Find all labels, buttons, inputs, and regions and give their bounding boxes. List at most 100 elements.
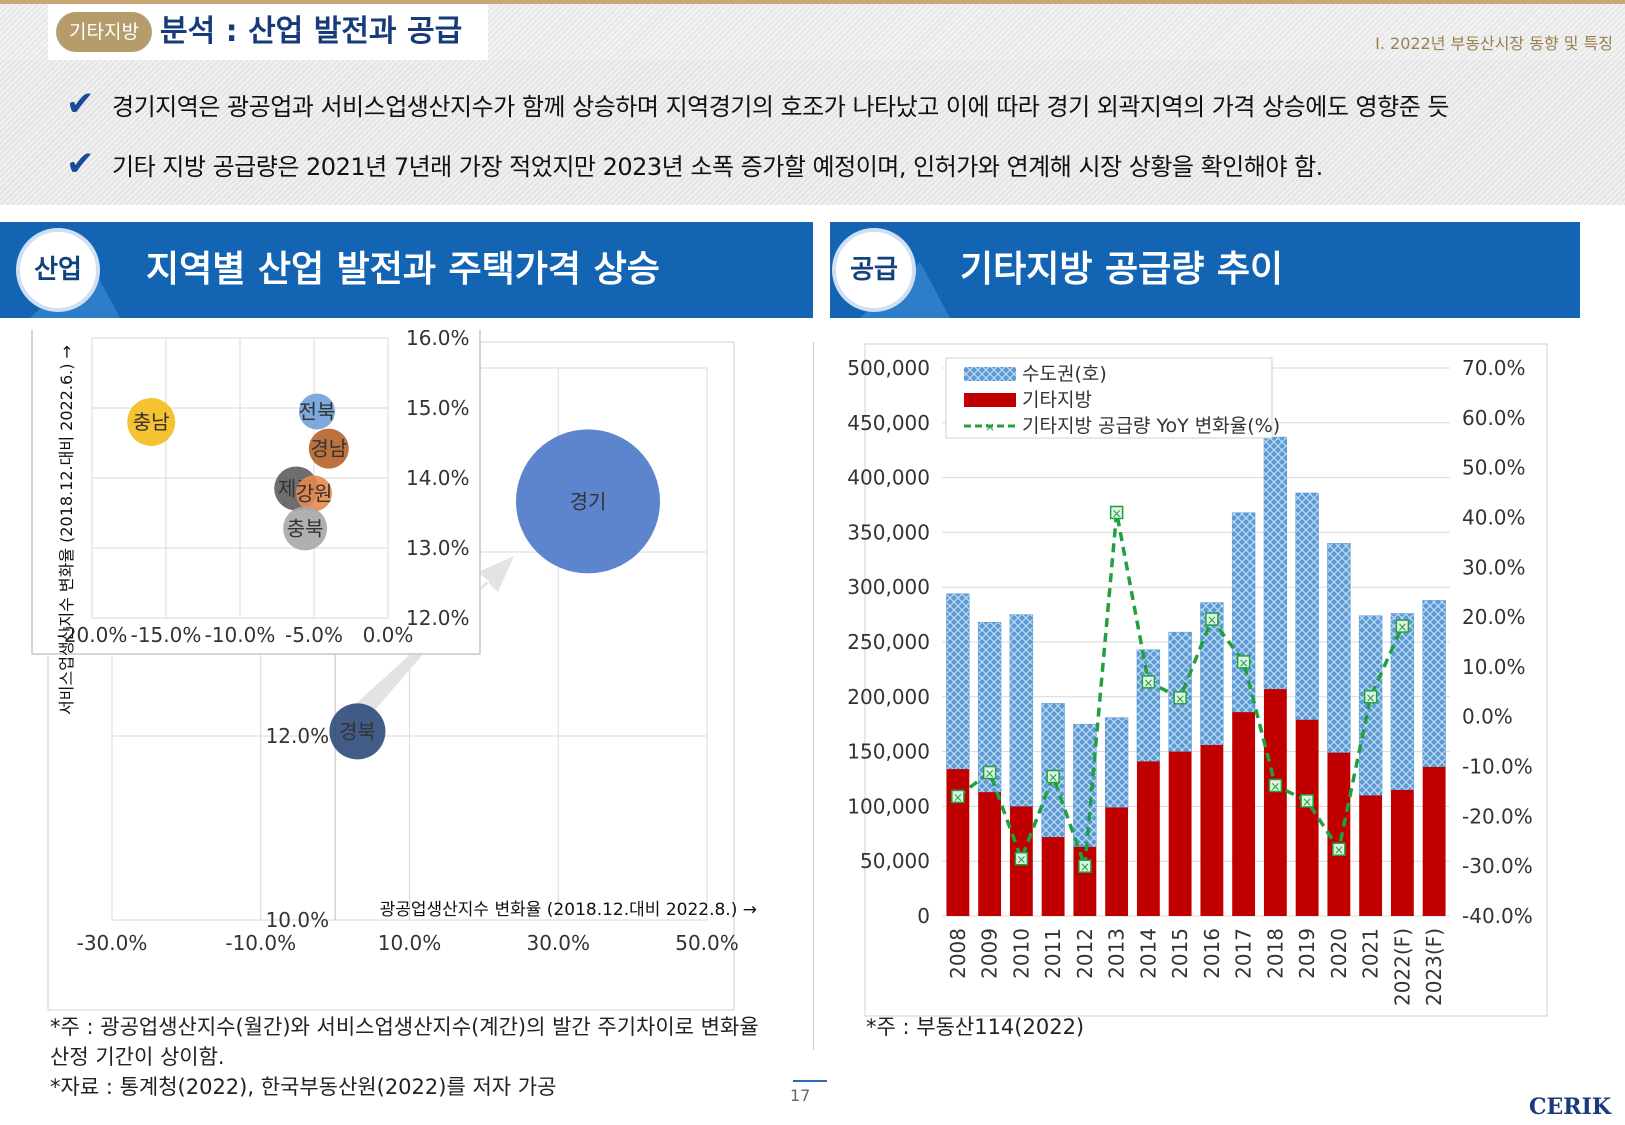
summary-bullets: ✔ 경기지역은 광공업과 서비스업생산지수가 함께 상승하며 지역경기의 호조가… [0, 60, 1625, 205]
x-tick-label: 2010 [1009, 928, 1033, 979]
y-left-tick-label: 0 [917, 904, 930, 928]
yoy-point [1141, 675, 1156, 689]
x-tick-label: -30.0% [77, 931, 148, 955]
x-tick-label: 2022(F) [1390, 928, 1414, 1006]
bubble-marker [516, 429, 660, 574]
inset-y-tick-label: 12.0% [406, 606, 470, 630]
y-left-tick-label: 500,000 [847, 356, 930, 380]
inset-bubble-label: 충북 [287, 516, 324, 540]
bullet-item: ✔ 경기지역은 광공업과 서비스업생산지수가 함께 상승하며 지역경기의 호조가… [66, 84, 1450, 124]
yoy-point-mark: × [1080, 860, 1090, 874]
inset-bubble-marker [283, 506, 328, 551]
legend: 수도권(호) 기타지방 × 기타지방 공급량 YoY 변화율(%) [945, 357, 1280, 439]
yoy-point [1078, 859, 1092, 873]
bubble-label: 경기 [570, 489, 607, 513]
y-right-tick-label: 60.0% [1462, 406, 1526, 430]
bar-other-region [1359, 795, 1383, 916]
right-section-title: 기타지방 공급량 추이 [960, 249, 1284, 290]
header-badge: 기타지방 [56, 12, 152, 52]
inset-x-tick-label: -15.0% [131, 623, 202, 647]
yoy-point [1332, 842, 1346, 856]
yoy-point-mark: × [1302, 795, 1312, 809]
y-left-tick-label: 450,000 [847, 411, 930, 435]
yoy-point [1236, 655, 1251, 669]
yoy-point [1205, 612, 1219, 626]
inset-bubble-marker [296, 475, 332, 512]
bar-other-region [1105, 807, 1129, 916]
x-tick-label: 2016 [1200, 928, 1224, 979]
bar-other-region [1422, 766, 1446, 916]
inset-bubble-충남: 충남 [127, 398, 176, 446]
x-tick-label: 2009 [978, 928, 1002, 979]
panel-separator [813, 342, 814, 1050]
x-tick-label: 2017 [1232, 928, 1256, 979]
bubble-chart: -30.0%-10.0%10.0%30.0%50.0%10.0%12.0%14.… [31, 330, 757, 1011]
bar-capital-region [1009, 614, 1034, 807]
inset-bubble-marker [127, 398, 176, 446]
inset-y-tick-label: 14.0% [406, 466, 470, 490]
bullet-text: 경기지역은 광공업과 서비스업생산지수가 함께 상승하며 지역경기의 호조가 나… [112, 92, 1450, 121]
y-left-tick-label: 150,000 [847, 740, 930, 764]
bar-capital-region [1327, 543, 1351, 753]
inset-x-tick-label: -5.0% [285, 623, 343, 647]
bar-capital-region [1390, 613, 1415, 791]
x-tick-label: 2018 [1263, 928, 1287, 979]
left-note-2: 산정 기간이 상이함. [50, 1045, 225, 1069]
yoy-point-mark: × [985, 767, 995, 781]
inset-bubble-marker [308, 428, 349, 469]
y-tick-label: 12.0% [266, 724, 330, 748]
left-section-title: 지역별 산업 발전과 주택가격 상승 [146, 249, 660, 290]
left-note-3: *자료 : 통계청(2022), 한국부동산원(2022)를 저자 가공 [50, 1075, 557, 1099]
yoy-point [1109, 505, 1124, 520]
inset-y-tick-label: 16.0% [406, 330, 470, 350]
bar-other-region [1136, 761, 1160, 916]
bar-other-region [1295, 719, 1319, 916]
industry-icon: 산업 [16, 228, 100, 312]
y-right-tick-label: -40.0% [1462, 904, 1533, 928]
y-left-tick-label: 350,000 [847, 520, 930, 544]
bar-other-region [1263, 689, 1287, 916]
yoy-point-mark: × [1270, 779, 1280, 793]
inset-x-tick-label: -20.0% [57, 623, 128, 647]
bar-capital-region [977, 622, 1002, 793]
x-tick-label: 2019 [1295, 928, 1319, 979]
yoy-point-mark: × [1143, 676, 1153, 690]
x-tick-label: 50.0% [675, 931, 739, 955]
band-divider [813, 222, 815, 246]
y-right-tick-label: 40.0% [1462, 505, 1526, 529]
inset-y-tick-label: 13.0% [406, 536, 470, 560]
inset-bubble-충북: 충북 [283, 506, 328, 551]
y-left-tick-label: 50,000 [860, 849, 930, 873]
inset-x-tick-label: -10.0% [205, 623, 276, 647]
yoy-point-mark: × [1366, 691, 1376, 705]
legend-label-other: 기타지방 [1022, 389, 1092, 411]
inset-bubble-label: 경남 [310, 437, 347, 461]
bar-other-region [1168, 751, 1192, 916]
page-number: 17 [790, 1086, 811, 1105]
x-tick-label: 2021 [1359, 928, 1383, 979]
bubble-경북: 경북 [329, 703, 386, 760]
bar-other-region [1390, 789, 1414, 916]
right-note: *주 : 부동산114(2022) [866, 1015, 1085, 1039]
x-tick-label: 10.0% [378, 931, 442, 955]
y-tick-label: 10.0% [266, 908, 330, 932]
yoy-point-mark: × [953, 790, 963, 804]
legend-label-yoy: 기타지방 공급량 YoY 변화율(%) [1022, 415, 1280, 437]
inset-frame [31, 330, 481, 655]
inset-y-tick-label: 15.0% [406, 396, 470, 420]
yoy-point [1268, 778, 1283, 793]
bar-other-region [1200, 745, 1224, 916]
bullet-text: 기타 지방 공급량은 2021년 7년래 가장 적었지만 2023년 소폭 증가… [112, 152, 1323, 181]
x-tick-label: 2012 [1073, 928, 1097, 979]
bar-capital-region [1295, 492, 1319, 721]
bar-capital-region [1358, 615, 1383, 796]
inset-bubble-label: 강원 [296, 481, 333, 505]
bar-other-region [946, 769, 970, 916]
bar-other-region [978, 792, 1002, 916]
yoy-point [1395, 619, 1410, 633]
bubble-경기: 경기 [516, 429, 660, 574]
y-right-tick-label: 30.0% [1462, 555, 1526, 579]
yoy-point-mark: × [1397, 620, 1407, 634]
yoy-point [951, 789, 965, 804]
yoy-point-mark: × [1207, 613, 1217, 627]
